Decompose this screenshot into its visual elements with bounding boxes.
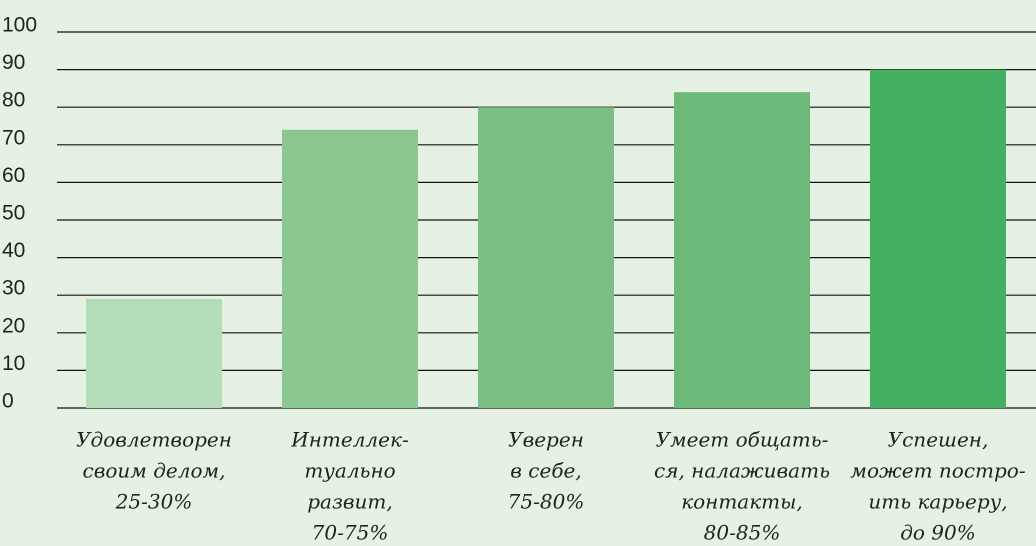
x-tick-label: в себе, <box>510 459 581 483</box>
y-tick-label: 80 <box>2 89 25 112</box>
x-tick-label: 75-80% <box>508 490 585 514</box>
x-tick-label: 25-30% <box>115 490 193 514</box>
x-tick-label: развит, <box>307 490 392 514</box>
y-tick-label: 70 <box>2 126 25 149</box>
y-tick-label: 40 <box>2 239 25 262</box>
x-tick-label: своим делом, <box>83 459 226 483</box>
x-tick-label: 80-85% <box>704 521 781 545</box>
bar <box>674 92 810 408</box>
y-tick-label: 30 <box>2 277 25 300</box>
x-tick-label: Умеет общать- <box>656 428 829 452</box>
bar <box>870 69 1006 408</box>
x-tick-label: до 90% <box>900 521 976 545</box>
x-tick-label: Удовлетворен <box>76 428 232 452</box>
bar <box>478 107 614 408</box>
y-tick-label: 60 <box>2 164 25 187</box>
y-tick-label: 0 <box>2 390 14 413</box>
y-tick-label: 10 <box>2 352 25 375</box>
y-tick-label: 90 <box>2 51 25 74</box>
x-tick-label: Интеллек- <box>290 428 409 452</box>
y-tick-label: 100 <box>2 14 37 37</box>
y-tick-label: 20 <box>2 314 25 337</box>
y-tick-label: 50 <box>2 202 25 225</box>
x-tick-label: Уверен <box>508 428 584 452</box>
x-tick-label: ся, налаживать <box>654 459 830 483</box>
bar <box>282 129 418 408</box>
bar <box>86 298 222 408</box>
x-tick-label: 70-75% <box>312 521 389 545</box>
x-tick-label: ить карьеру, <box>868 490 1007 514</box>
x-tick-label: Успешен, <box>888 428 989 452</box>
x-tick-label: контакты, <box>681 490 803 514</box>
x-tick-label: может постро- <box>850 459 1025 483</box>
x-tick-label: туально <box>304 459 395 483</box>
